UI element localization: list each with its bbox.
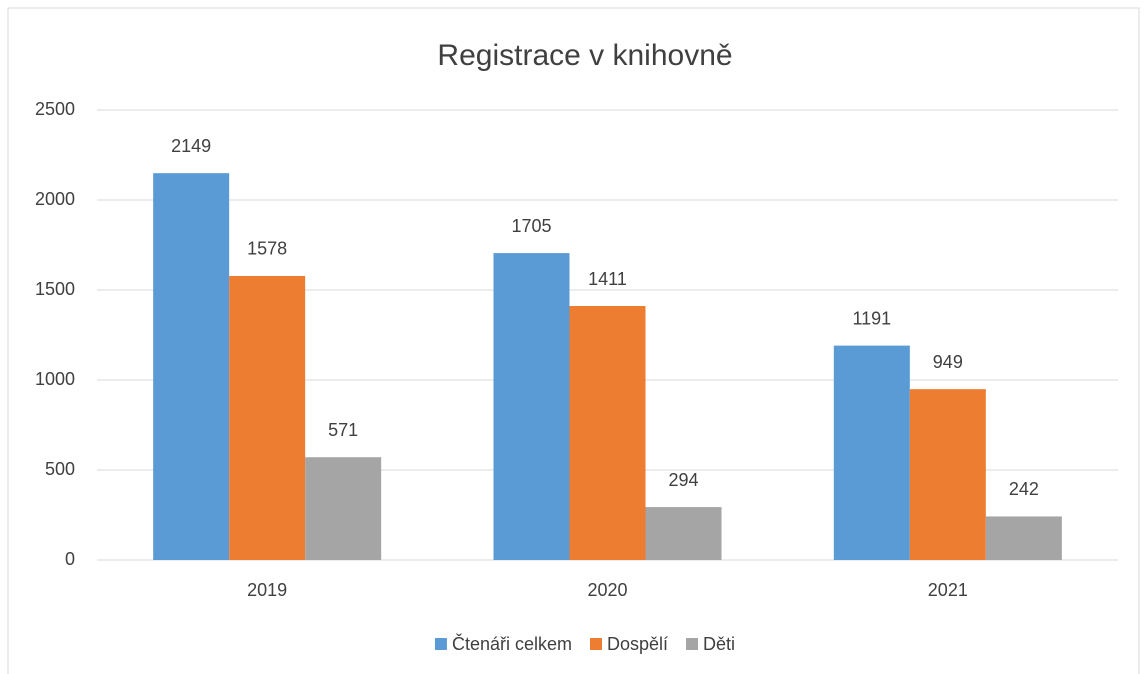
legend-label: Čtenáři celkem: [452, 633, 572, 654]
bar: [153, 173, 230, 560]
bar: [229, 275, 306, 560]
data-label: 1411: [588, 269, 627, 289]
y-tick-label: 1000: [35, 369, 75, 389]
legend-swatch: [434, 638, 447, 650]
data-label: 1578: [247, 239, 287, 259]
y-tick-label: 500: [45, 459, 75, 479]
data-label: 949: [933, 352, 963, 372]
chart-title: Registrace v knihovně: [437, 39, 732, 72]
legend-label: Dospělí: [607, 634, 668, 654]
y-tick-label: 1500: [35, 279, 75, 299]
bar: [645, 507, 722, 560]
bar: [569, 306, 646, 560]
data-label: 242: [1009, 479, 1039, 499]
data-label: 1705: [511, 216, 551, 236]
x-tick-label: 2019: [247, 580, 287, 600]
data-label: 1191: [852, 308, 891, 328]
legend-swatch: [590, 638, 602, 650]
data-label: 2149: [171, 136, 211, 156]
bar: [305, 457, 382, 560]
bar: [909, 389, 986, 560]
x-tick-label: 2020: [587, 580, 627, 600]
bar: [985, 516, 1062, 560]
y-tick-label: 2500: [35, 99, 75, 119]
y-tick-label: 2000: [35, 189, 75, 209]
x-tick-label: 2021: [928, 580, 968, 600]
chart-frame: [7, 7, 1140, 674]
data-label: 571: [328, 420, 358, 440]
legend-label: Děti: [703, 634, 735, 654]
y-tick-label: 0: [65, 549, 75, 569]
bar: [493, 253, 570, 560]
legend-swatch: [686, 638, 699, 650]
bar: [833, 345, 910, 560]
data-label: 294: [668, 470, 698, 490]
